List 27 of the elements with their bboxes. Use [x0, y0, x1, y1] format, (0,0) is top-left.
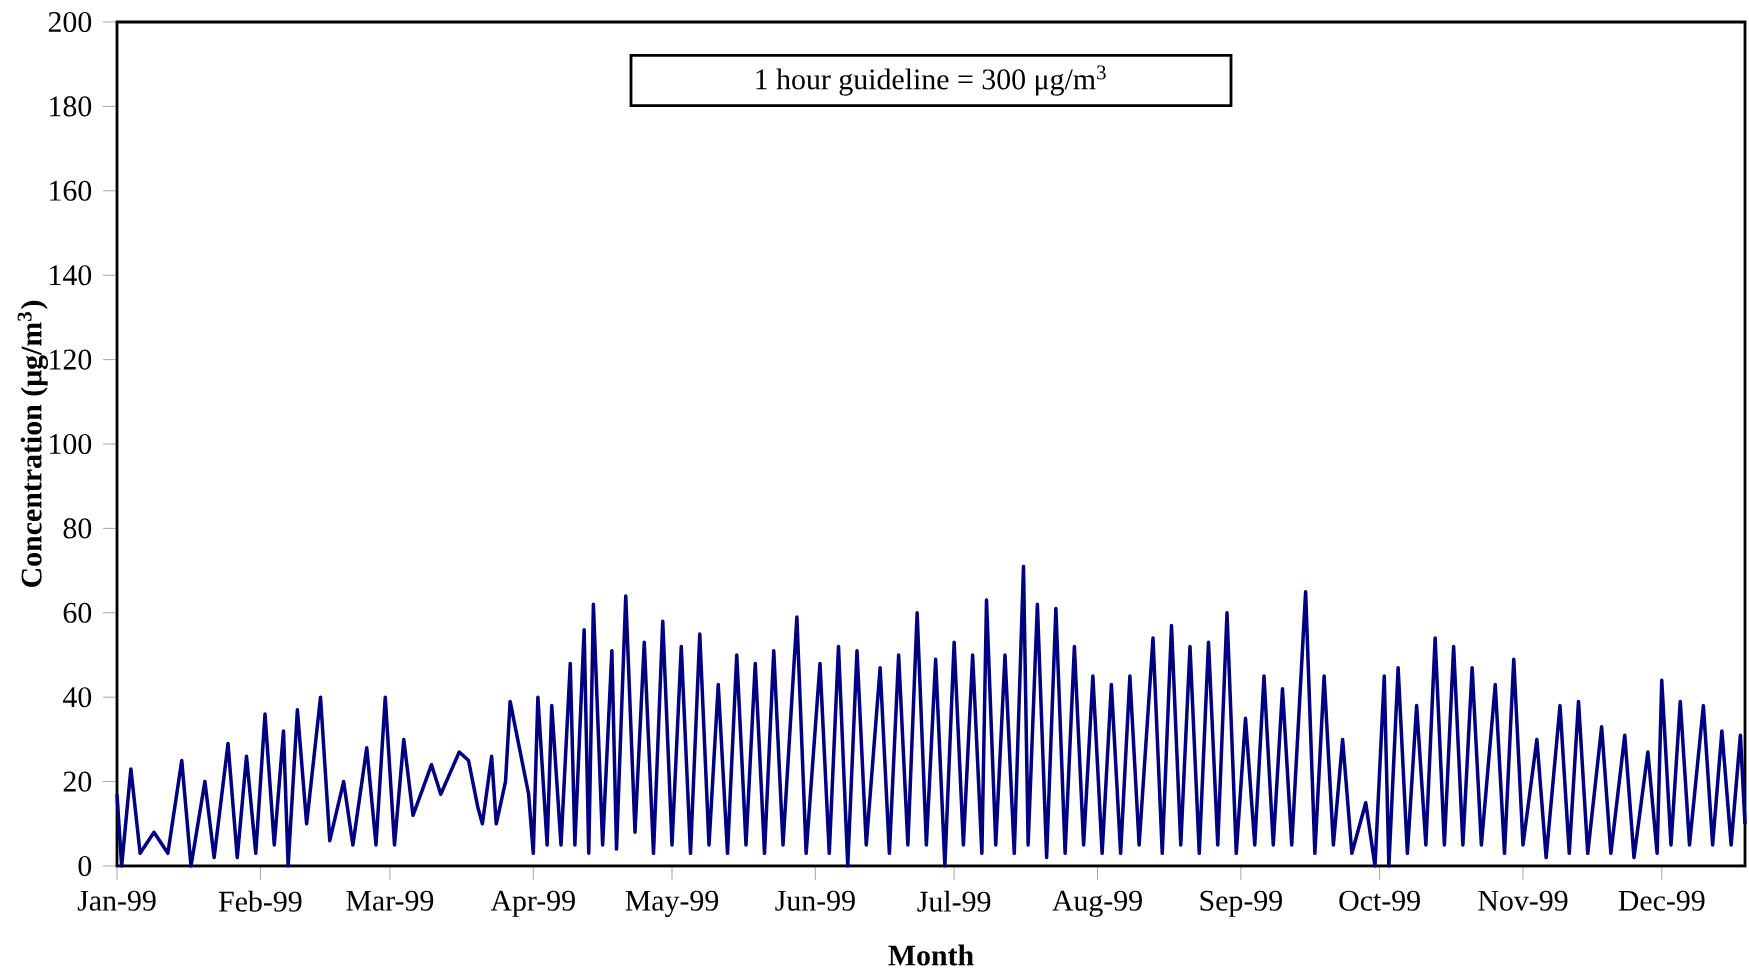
y-axis-title: Concentration (μg/m$^{3}$)	[17, 300, 48, 587]
x-tick-label: Nov-99	[1478, 890, 1568, 911]
y-tick-label: 120	[50, 349, 92, 370]
x-tick-label: Jul-99	[917, 890, 991, 912]
x-tick-label: Sep-99	[1200, 890, 1282, 917]
y-tick-label: 200	[48, 11, 92, 33]
y-tick-label: 40	[63, 687, 92, 708]
y-tick-label: 60	[63, 602, 92, 623]
x-tick-label: Apr-99	[490, 890, 575, 917]
annotation: 1 hour guideline = 300 μg/m$^{3}$	[756, 65, 1106, 96]
x-tick-label: May-99	[625, 890, 719, 917]
line-series	[115, 564, 1747, 868]
x-tick-label: Aug-99	[1052, 890, 1142, 917]
x-tick-label: Oct-99	[1339, 890, 1420, 911]
y-tick-label: 160	[50, 180, 92, 201]
x-tick-label: Feb-99	[218, 890, 302, 912]
y-tick-label: 100	[50, 433, 92, 455]
y-tick-label: 80	[63, 518, 92, 539]
x-tick-label: Mar-99	[346, 890, 434, 911]
y-tick-label: 0	[78, 855, 92, 877]
x-tick-label: Dec-99	[1618, 890, 1705, 911]
y-tick-label: 180	[50, 96, 92, 117]
y-tick-label: 20	[63, 771, 92, 792]
x-tick-label: Jun-99	[775, 890, 855, 911]
y-tick-label: 140	[50, 265, 92, 286]
x-tick-label: Jan-99	[77, 890, 156, 911]
x-axis-title: Month	[888, 944, 974, 966]
